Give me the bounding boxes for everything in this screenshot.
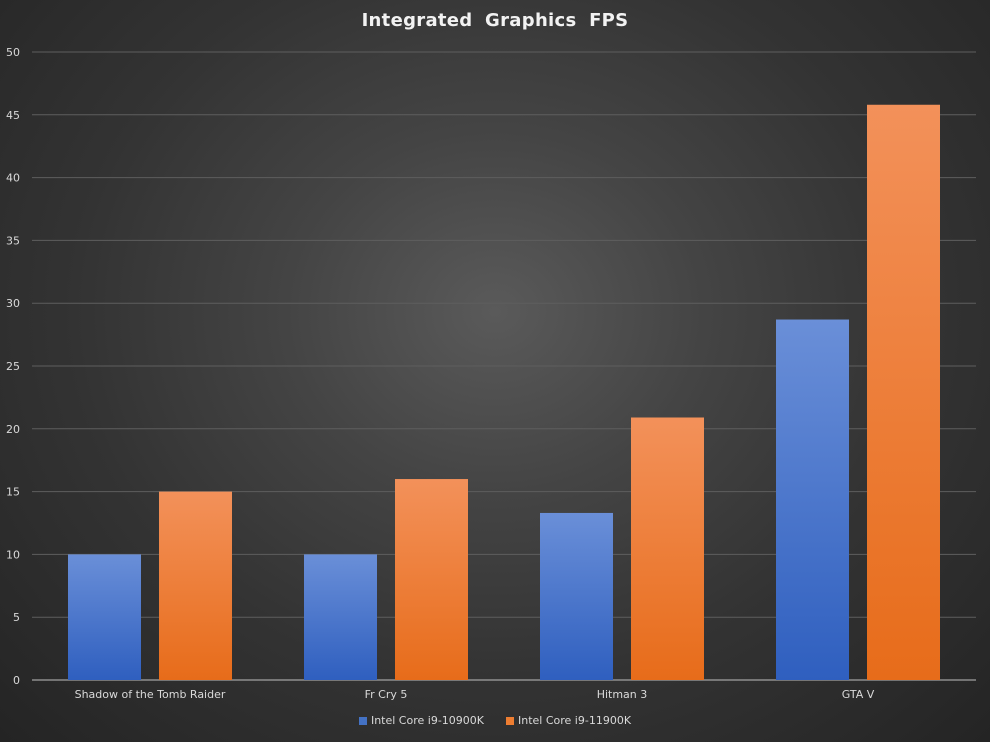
legend-swatch-series-1 — [358, 716, 367, 725]
bar-series-2-0 — [159, 491, 232, 680]
y-tick-label: 10 — [6, 548, 20, 561]
y-tick-label: 35 — [6, 234, 20, 247]
bar-series-1-3 — [776, 319, 849, 680]
legend: Intel Core i9-10900K Intel Core i9-11900… — [0, 714, 990, 727]
y-tick-label: 15 — [6, 486, 20, 499]
legend-item-series-2: Intel Core i9-11900K — [506, 714, 631, 727]
legend-label-series-2: Intel Core i9-11900K — [518, 714, 632, 727]
x-category-label: Fr Cry 5 — [365, 688, 408, 701]
x-category-label: Hitman 3 — [597, 688, 648, 701]
x-category-label: GTA V — [842, 688, 875, 701]
chart-title: Integrated Graphics FPS — [361, 10, 629, 31]
y-tick-label: 0 — [13, 674, 20, 687]
y-tick-label: 50 — [6, 46, 20, 59]
bar-series-1-0 — [68, 554, 141, 680]
bar-series-2-1 — [395, 479, 468, 680]
legend-item-series-1: Intel Core i9-10900K — [358, 714, 484, 727]
y-tick-label: 20 — [6, 423, 20, 436]
bar-series-1-2 — [540, 512, 613, 680]
bars — [68, 104, 940, 680]
legend-swatch-series-2 — [506, 716, 514, 725]
y-axis-ticks: 0 5 10 15 20 25 30 35 40 45 50 — [6, 46, 20, 687]
x-axis-labels: Shadow of the Tomb Raider Fr Cry 5 Hitman … — [75, 688, 875, 701]
bar-series-1-1 — [304, 554, 377, 680]
bar-series-2-2 — [631, 417, 704, 680]
x-category-label: Shadow of the Tomb Raider — [75, 688, 226, 701]
y-tick-label: 25 — [6, 360, 20, 373]
y-tick-label: 45 — [6, 109, 20, 122]
y-tick-label: 5 — [13, 611, 20, 624]
y-tick-label: 40 — [6, 172, 20, 185]
y-tick-label: 30 — [6, 297, 20, 310]
bar-series-2-3 — [867, 104, 940, 680]
legend-label-series-1: Intel Core i9-10900K — [370, 714, 484, 727]
